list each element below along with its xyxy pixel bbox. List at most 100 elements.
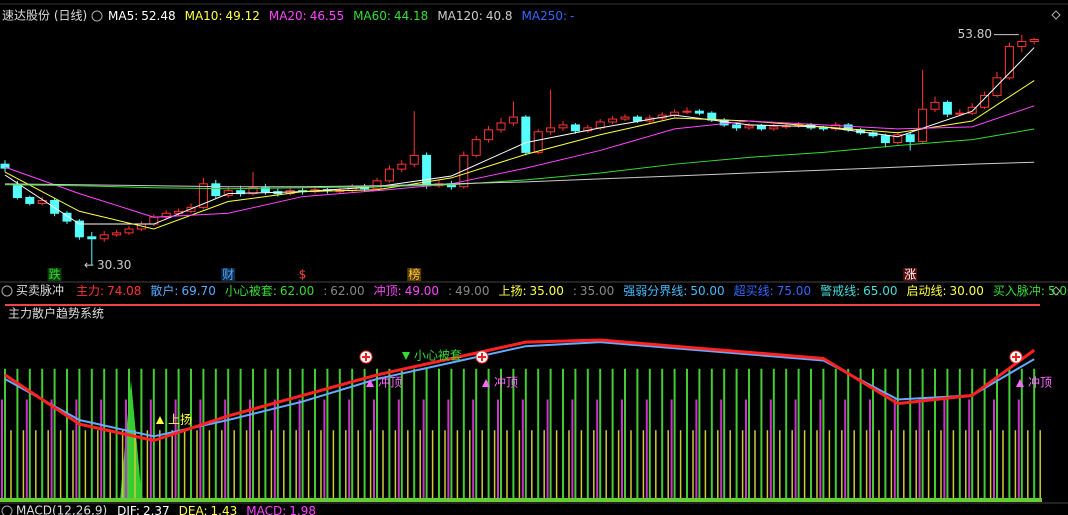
legend-value: 49.12 (225, 9, 259, 23)
candle-body (409, 154, 419, 165)
legend-name: 上扬: (498, 283, 526, 298)
legend-name: : (323, 284, 327, 298)
candle-body (682, 110, 692, 113)
legend-item: DEA: 1.43 (179, 504, 238, 515)
legend-value: 1.98 (289, 504, 316, 515)
legend-item: :35.00 (573, 284, 614, 298)
legend-value: 50.00 (690, 284, 724, 298)
candle-body (620, 116, 630, 120)
candle-body (880, 135, 890, 144)
legend-item: MA250: - (522, 9, 575, 23)
legend-name: 启动线: (906, 284, 946, 298)
candle-body (546, 127, 556, 133)
candle-body (744, 125, 754, 129)
legend-item: :62.00 (323, 284, 364, 298)
settings-icon[interactable] (1, 285, 13, 297)
legend-item: 超买线: 75.00 (734, 283, 811, 298)
legend-value: 75.00 (777, 284, 811, 298)
settings-icon[interactable] (1, 505, 13, 515)
legend-item: 冲顶: 49.00 (374, 283, 439, 298)
legend-item: 强弱分界线: 50.00 (623, 284, 724, 298)
annotation-arrow (402, 352, 410, 360)
candle-body (99, 234, 109, 240)
candle-body (893, 134, 903, 144)
candle-body (694, 110, 704, 114)
annotation: 小心被套 (414, 349, 462, 363)
legend-name: 强弱分界线: (623, 284, 687, 298)
candle-body (496, 122, 506, 131)
candle-body (62, 212, 72, 222)
candle-body (918, 108, 928, 143)
legend-name: DEA: (179, 504, 208, 515)
annotation: 冲顶 (1028, 375, 1052, 390)
candle-body (12, 184, 22, 199)
legend-name: MA20: (269, 9, 307, 23)
legend-item: 启动线: 30.00 (906, 284, 983, 298)
candle-body (112, 232, 122, 236)
legend-value: 49.00 (405, 284, 439, 298)
expand-icon[interactable] (1051, 10, 1061, 296)
ma-line (4, 105, 1035, 218)
event-marker-bg (295, 268, 310, 281)
legend-item: 买入脉冲:5.00 (993, 283, 1068, 298)
annotation: 冲顶 (378, 375, 402, 390)
annotation-arrow (156, 416, 164, 424)
candle-body (484, 129, 494, 141)
event-marker: 财 (222, 268, 234, 282)
ma-line (4, 128, 1035, 190)
candle-body (248, 187, 258, 195)
candle-body (521, 116, 531, 153)
candle-body (732, 124, 742, 129)
candle-body (1017, 41, 1027, 47)
candle-body (818, 127, 828, 130)
legend-value: 62.00 (280, 284, 314, 298)
ma-line (4, 80, 1035, 230)
candle-body (211, 183, 221, 197)
legend-value: 35.00 (580, 284, 614, 298)
legend-name: 超买线: (734, 283, 774, 298)
candle-body (471, 139, 481, 156)
candle-body (1004, 45, 1014, 79)
ma-line (4, 47, 1035, 225)
ma-line (4, 161, 1035, 188)
indicator-subtitle: 主力散户趋势系统 (8, 306, 104, 321)
legend-item: DIF: 2.37 (117, 504, 170, 515)
annotation-arrow (1016, 379, 1024, 387)
candle-body (508, 116, 518, 124)
candle-body (198, 183, 208, 208)
candle-body (74, 220, 84, 238)
candle-body (397, 163, 407, 170)
chart-title: 速达股份 (日线) (2, 9, 87, 23)
legend-name: 冲顶: (374, 283, 402, 298)
legend-name: MA10: (185, 9, 223, 23)
annotation-arrow (366, 379, 374, 387)
legend-value: 2.37 (143, 504, 170, 515)
legend-item: 上扬: 35.00 (498, 283, 563, 298)
candle-body (1029, 39, 1039, 42)
candle-body (161, 212, 171, 218)
legend-value: 30.00 (950, 284, 984, 298)
candle-body (124, 228, 134, 234)
event-marker: $ (299, 268, 307, 282)
legend-name: MA5: (108, 9, 138, 23)
legend-name: 主力: (76, 284, 104, 298)
legend-item: 小心被套: 62.00 (225, 284, 314, 298)
candle-body (756, 125, 766, 130)
candle-body (769, 126, 779, 130)
legend-name: DIF: (117, 504, 140, 515)
settings-icon[interactable] (91, 10, 103, 22)
legend-value: 69.70 (181, 284, 215, 298)
event-marker-bg (407, 268, 422, 281)
candle-body (533, 131, 543, 153)
macd-title: MACD(12,26,9) (16, 504, 107, 515)
low-arrow: ← (84, 258, 94, 272)
legend-item: MACD: 1.98 (246, 504, 316, 515)
event-marker: 跌 (49, 267, 61, 282)
legend-value: 44.18 (394, 9, 428, 23)
signal-icon (362, 353, 370, 361)
legend-value: 62.00 (330, 284, 364, 298)
legend-value: 35.00 (530, 284, 564, 298)
legend-value: 40.8 (486, 9, 513, 23)
legend-item: 散户: 69.70 (150, 283, 215, 298)
